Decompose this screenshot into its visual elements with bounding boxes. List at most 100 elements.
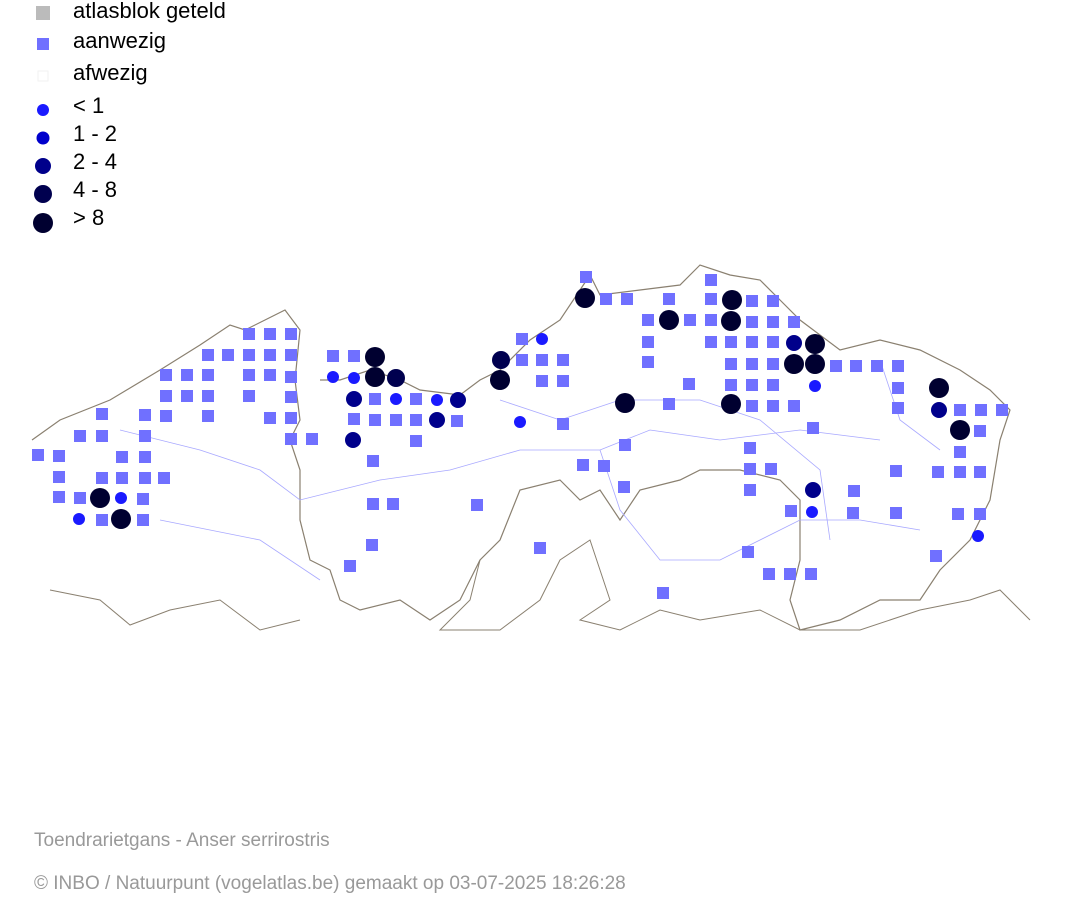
present-block [683, 378, 695, 390]
present-block [746, 316, 758, 328]
abundance-marker [390, 393, 402, 405]
present-block [390, 414, 402, 426]
present-block [807, 422, 819, 434]
legend-marker [34, 185, 52, 203]
legend-label: 4 - 8 [73, 177, 117, 202]
present-block [767, 358, 779, 370]
present-block [139, 472, 151, 484]
present-block [96, 514, 108, 526]
present-block [598, 460, 610, 472]
present-block [892, 360, 904, 372]
present-block [348, 413, 360, 425]
present-block [767, 379, 779, 391]
present-block [705, 274, 717, 286]
abundance-marker [492, 351, 510, 369]
present-block [471, 499, 483, 511]
present-block [930, 550, 942, 562]
present-block [369, 393, 381, 405]
present-block [600, 293, 612, 305]
present-block [264, 328, 276, 340]
present-block [181, 390, 193, 402]
present-block [181, 369, 193, 381]
present-block [387, 498, 399, 510]
present-block [243, 349, 255, 361]
present-block [74, 430, 86, 442]
present-block [725, 379, 737, 391]
present-block [534, 542, 546, 554]
legend-marker [37, 70, 49, 82]
abundance-marker [805, 482, 821, 498]
abundance-marker [90, 488, 110, 508]
legend-label: atlasblok geteld [73, 0, 226, 23]
present-block [746, 379, 758, 391]
abundance-marker [111, 509, 131, 529]
present-block [410, 435, 422, 447]
present-block [96, 408, 108, 420]
abundance-marker [806, 506, 818, 518]
present-block [663, 398, 675, 410]
present-block [767, 400, 779, 412]
present-block [137, 514, 149, 526]
present-block [642, 314, 654, 326]
present-block [705, 314, 717, 326]
legend-label: < 1 [73, 93, 104, 118]
present-block [264, 412, 276, 424]
present-block [367, 455, 379, 467]
present-block [577, 459, 589, 471]
present-block [996, 404, 1008, 416]
present-block [788, 400, 800, 412]
legend-marker [36, 6, 50, 20]
present-block [744, 484, 756, 496]
present-block [160, 369, 172, 381]
abundance-marker [327, 371, 339, 383]
abundance-marker [950, 420, 970, 440]
present-block [536, 354, 548, 366]
border [31, 264, 1011, 631]
present-block [53, 491, 65, 503]
legend-marker [35, 158, 51, 174]
present-block [285, 371, 297, 383]
present-block [954, 404, 966, 416]
abundance-marker [721, 394, 741, 414]
present-block [243, 328, 255, 340]
present-block [974, 425, 986, 437]
present-block [285, 349, 297, 361]
present-block [974, 508, 986, 520]
markers [32, 271, 1008, 599]
present-block [742, 546, 754, 558]
present-block [96, 472, 108, 484]
present-block [663, 293, 675, 305]
present-block [805, 568, 817, 580]
present-block [53, 450, 65, 462]
legend-label: afwezig [73, 60, 148, 85]
present-block [788, 316, 800, 328]
present-block [850, 360, 862, 372]
present-block [137, 493, 149, 505]
legend-marker [33, 213, 53, 233]
present-block [410, 393, 422, 405]
present-block [367, 498, 379, 510]
abundance-marker [450, 392, 466, 408]
river [119, 359, 941, 581]
present-block [657, 587, 669, 599]
abundance-marker [931, 402, 947, 418]
present-block [932, 466, 944, 478]
present-block [974, 466, 986, 478]
present-block [202, 410, 214, 422]
present-block [871, 360, 883, 372]
present-block [285, 433, 297, 445]
legend-label: aanwezig [73, 28, 166, 53]
present-block [285, 412, 297, 424]
abundance-marker [348, 372, 360, 384]
present-block [784, 568, 796, 580]
present-block [160, 410, 172, 422]
abundance-marker [345, 432, 361, 448]
abundance-marker [615, 393, 635, 413]
present-block [285, 328, 297, 340]
legend: atlasblok geteld aanwezig afwezig < 1 1 … [33, 0, 226, 233]
present-block [642, 356, 654, 368]
present-block [785, 505, 797, 517]
present-block [139, 451, 151, 463]
present-block [158, 472, 170, 484]
